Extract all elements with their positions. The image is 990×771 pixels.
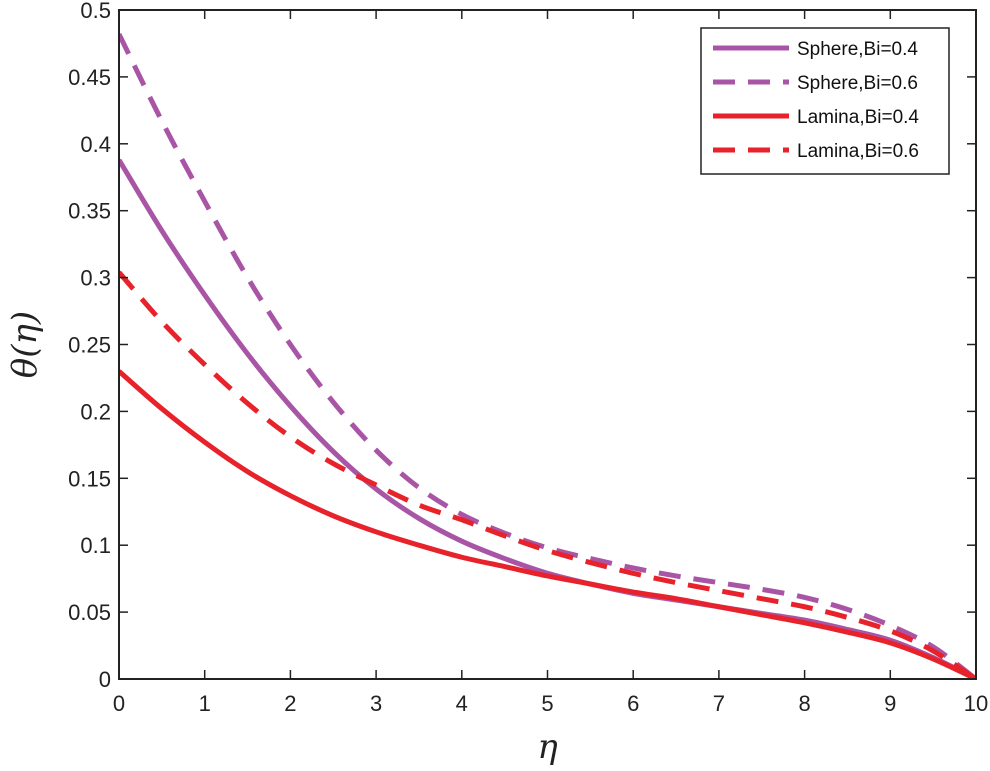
y-tick-label: 0.3 xyxy=(80,266,111,291)
y-tick-label: 0.45 xyxy=(68,65,111,90)
series-line-3 xyxy=(119,369,976,679)
y-tick-label: 0.35 xyxy=(68,199,111,224)
series-line-1 xyxy=(119,158,976,679)
x-tick-label: 2 xyxy=(284,691,296,716)
y-tick-label: 0.5 xyxy=(80,0,111,23)
y-axis-label: θ(η) xyxy=(5,311,45,378)
legend-label: Sphere,Bi=0.4 xyxy=(797,39,918,60)
y-tick-label: 0.4 xyxy=(80,132,111,157)
legend-label: Sphere,Bi=0.6 xyxy=(797,73,918,94)
y-tick-label: 0.05 xyxy=(68,600,111,625)
x-tick-label: 1 xyxy=(199,691,211,716)
x-tick-label: 10 xyxy=(964,691,988,716)
x-tick-label: 9 xyxy=(884,691,896,716)
y-tick-label: 0.15 xyxy=(68,466,111,491)
x-tick-label: 5 xyxy=(541,691,553,716)
plot-lines xyxy=(119,32,976,679)
x-tick-label: 0 xyxy=(113,691,125,716)
y-tick-label: 0.1 xyxy=(80,533,111,558)
y-tick-label: 0 xyxy=(99,667,111,692)
legend-box xyxy=(700,27,950,175)
legend: Sphere,Bi=0.4 Sphere,Bi=0.6 Lamina,Bi=0.4 L… xyxy=(700,27,950,175)
x-tick-label: 8 xyxy=(798,691,810,716)
series-line-4 xyxy=(119,270,976,679)
legend-label: Lamina,Bi=0.4 xyxy=(797,107,919,128)
x-tick-label: 3 xyxy=(370,691,382,716)
x-tick-label: 4 xyxy=(456,691,468,716)
tick-labels: 0 1 2 3 4 5 6 7 8 9 10 0 0.05 0.1 0.15 0.2 0.25 0.3 0.35 0.… xyxy=(68,0,988,716)
y-tick-label: 0.2 xyxy=(80,399,111,424)
x-tick-label: 7 xyxy=(713,691,725,716)
legend-label: Lamina,Bi=0.6 xyxy=(797,141,919,162)
x-axis-label: η xyxy=(537,727,558,767)
x-tick-label: 6 xyxy=(627,691,639,716)
y-tick-label: 0.25 xyxy=(68,333,111,358)
axis-ticks xyxy=(118,9,977,680)
